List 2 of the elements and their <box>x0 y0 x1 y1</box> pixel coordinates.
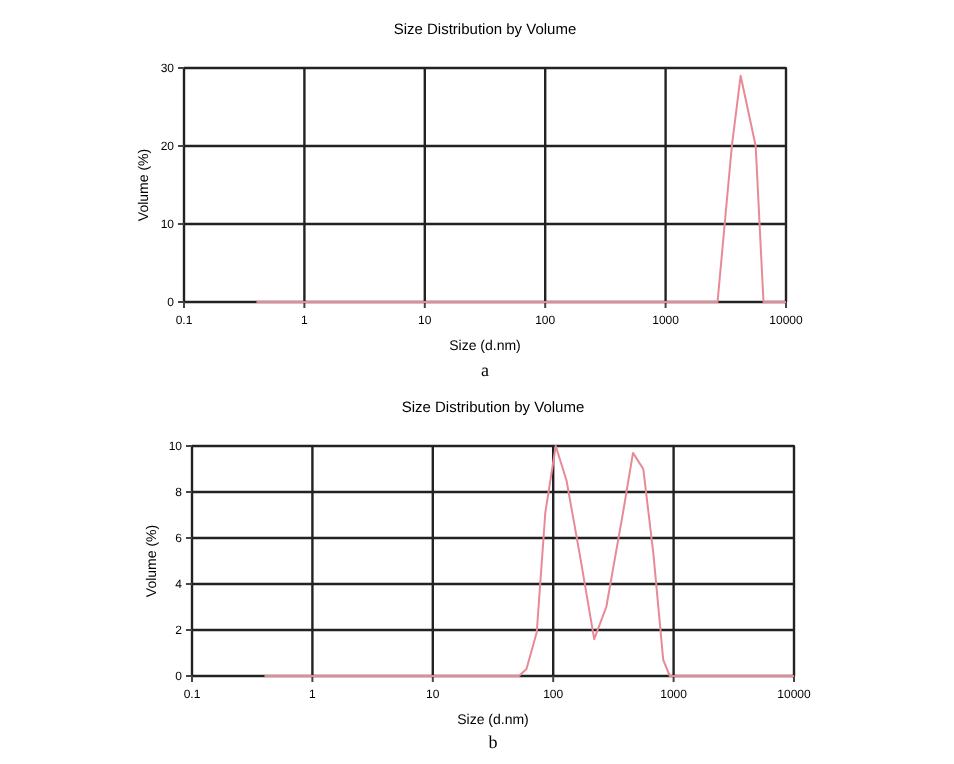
text: b <box>488 732 499 752</box>
text: a <box>481 360 489 380</box>
